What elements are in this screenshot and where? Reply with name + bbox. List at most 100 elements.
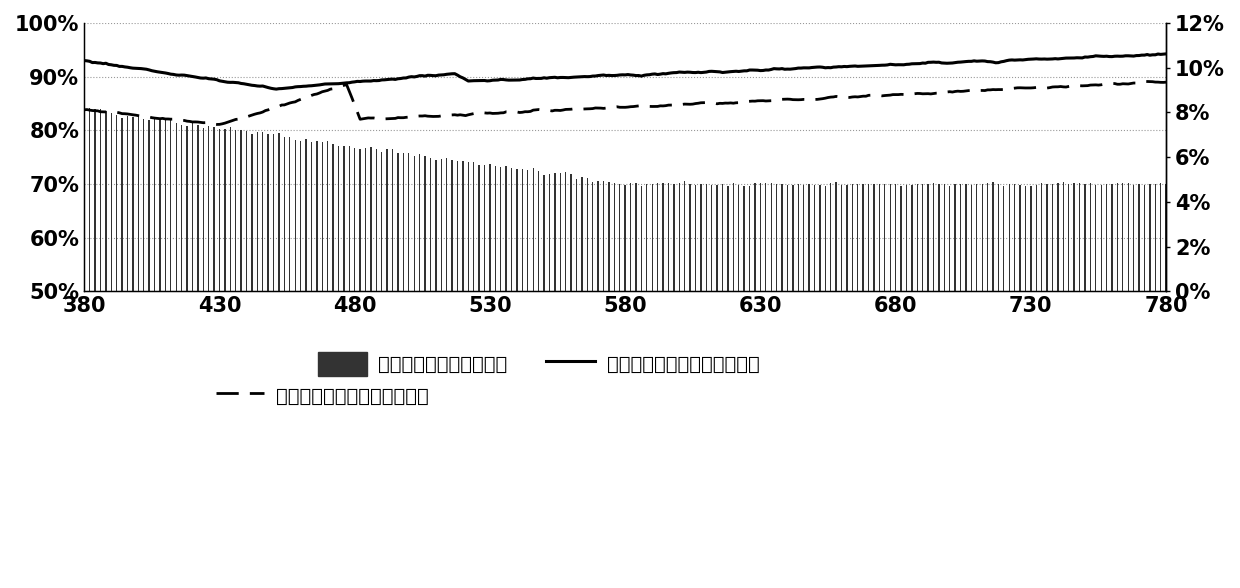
Bar — [928, 184, 929, 292]
Bar — [159, 120, 161, 292]
Bar — [122, 118, 123, 292]
Bar — [397, 153, 398, 292]
Bar — [376, 149, 377, 292]
Bar — [820, 185, 821, 292]
Bar — [852, 185, 853, 292]
Bar — [689, 184, 691, 292]
Bar — [1122, 183, 1123, 292]
Bar — [316, 141, 317, 292]
Bar — [278, 133, 280, 292]
Bar — [786, 185, 789, 292]
Bar — [1095, 185, 1096, 292]
Bar — [1166, 184, 1167, 292]
Bar — [170, 120, 171, 292]
Bar — [923, 184, 924, 292]
Bar — [117, 115, 118, 292]
Bar — [126, 116, 128, 292]
Bar — [808, 184, 810, 292]
Bar — [484, 165, 485, 292]
Bar — [1074, 183, 1075, 292]
Bar — [1042, 183, 1043, 292]
Bar — [900, 186, 901, 292]
Bar — [208, 126, 210, 292]
Bar — [218, 129, 221, 292]
Bar — [932, 183, 934, 292]
Bar — [1159, 183, 1162, 292]
Bar — [873, 184, 874, 292]
Bar — [776, 184, 777, 292]
Bar — [446, 158, 448, 292]
Bar — [841, 185, 842, 292]
Bar — [419, 154, 420, 292]
Bar — [754, 183, 755, 292]
Bar — [582, 177, 583, 292]
Bar — [1084, 183, 1086, 292]
Bar — [738, 185, 739, 292]
Bar — [944, 184, 945, 292]
Bar — [1058, 183, 1059, 292]
Bar — [343, 146, 345, 292]
Bar — [868, 184, 869, 292]
Bar — [960, 184, 961, 292]
Bar — [1111, 185, 1112, 292]
Bar — [1090, 183, 1091, 292]
Bar — [176, 123, 177, 292]
Bar — [614, 183, 615, 292]
Bar — [355, 148, 356, 292]
Bar — [792, 185, 794, 292]
Bar — [939, 184, 940, 292]
Bar — [554, 173, 556, 292]
Bar — [413, 156, 415, 292]
Bar — [559, 173, 560, 292]
Bar — [229, 127, 231, 292]
Bar — [268, 134, 269, 292]
Bar — [305, 139, 306, 292]
Bar — [609, 182, 610, 292]
Bar — [982, 184, 983, 292]
Bar — [241, 130, 242, 292]
Bar — [825, 186, 826, 292]
Bar — [976, 184, 977, 292]
Bar — [846, 185, 848, 292]
Bar — [371, 146, 372, 292]
Bar — [987, 183, 988, 292]
Bar — [857, 184, 858, 292]
Bar — [165, 119, 166, 292]
Bar — [381, 152, 382, 292]
Bar — [348, 146, 350, 292]
Bar — [668, 183, 670, 292]
Bar — [224, 129, 226, 292]
Bar — [992, 182, 993, 292]
Bar — [246, 131, 247, 292]
Bar — [646, 184, 647, 292]
Bar — [1068, 184, 1069, 292]
Bar — [538, 171, 539, 292]
Bar — [889, 184, 890, 292]
Bar — [749, 186, 750, 292]
Bar — [321, 142, 322, 292]
Bar — [1003, 186, 1004, 292]
Bar — [565, 172, 567, 292]
Bar — [1030, 186, 1032, 292]
Bar — [678, 183, 680, 292]
Bar — [598, 181, 599, 292]
Bar — [1079, 183, 1080, 292]
Bar — [392, 149, 393, 292]
Bar — [327, 141, 329, 292]
Bar — [365, 148, 366, 292]
Bar — [1106, 183, 1107, 292]
Bar — [879, 183, 880, 292]
Bar — [149, 119, 150, 292]
Bar — [133, 118, 134, 292]
Bar — [836, 182, 837, 292]
Bar — [765, 183, 766, 292]
Bar — [591, 182, 594, 292]
Bar — [570, 174, 572, 292]
Bar — [651, 183, 653, 292]
Bar — [701, 184, 702, 292]
Bar — [516, 169, 517, 292]
Bar — [154, 119, 155, 292]
Bar — [435, 159, 436, 292]
Bar — [105, 111, 107, 292]
Bar — [403, 152, 404, 292]
